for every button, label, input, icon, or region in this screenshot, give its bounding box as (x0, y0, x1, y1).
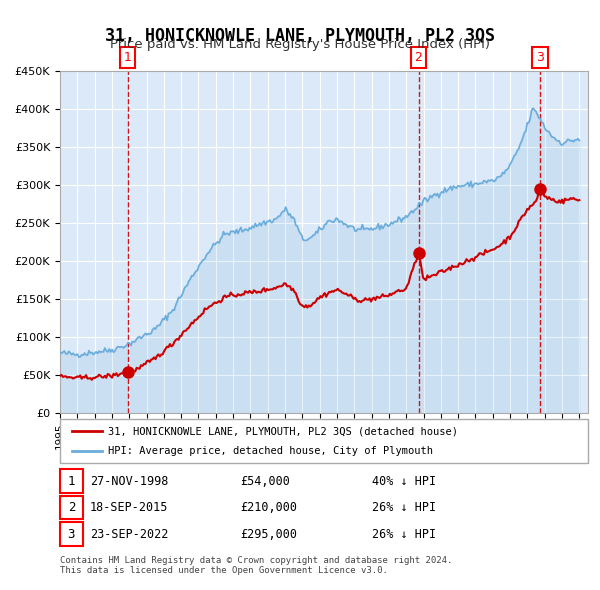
Text: Price paid vs. HM Land Registry's House Price Index (HPI): Price paid vs. HM Land Registry's House … (110, 38, 490, 51)
Text: 23-SEP-2022: 23-SEP-2022 (90, 527, 169, 541)
Text: 1: 1 (68, 474, 75, 488)
Text: £295,000: £295,000 (240, 527, 297, 541)
Text: £210,000: £210,000 (240, 501, 297, 514)
Text: Contains HM Land Registry data © Crown copyright and database right 2024.
This d: Contains HM Land Registry data © Crown c… (60, 556, 452, 575)
Text: 26% ↓ HPI: 26% ↓ HPI (372, 501, 436, 514)
Text: 27-NOV-1998: 27-NOV-1998 (90, 474, 169, 488)
Text: £54,000: £54,000 (240, 474, 290, 488)
Text: 40% ↓ HPI: 40% ↓ HPI (372, 474, 436, 488)
Text: 2: 2 (68, 501, 75, 514)
Text: 3: 3 (68, 527, 75, 541)
Text: 2: 2 (415, 51, 422, 64)
Text: 31, HONICKNOWLE LANE, PLYMOUTH, PL2 3QS (detached house): 31, HONICKNOWLE LANE, PLYMOUTH, PL2 3QS … (108, 427, 458, 436)
Text: HPI: Average price, detached house, City of Plymouth: HPI: Average price, detached house, City… (108, 446, 433, 455)
Text: 3: 3 (536, 51, 544, 64)
Text: 31, HONICKNOWLE LANE, PLYMOUTH, PL2 3QS: 31, HONICKNOWLE LANE, PLYMOUTH, PL2 3QS (105, 27, 495, 45)
Text: 18-SEP-2015: 18-SEP-2015 (90, 501, 169, 514)
Text: 26% ↓ HPI: 26% ↓ HPI (372, 527, 436, 541)
Text: 1: 1 (124, 51, 131, 64)
